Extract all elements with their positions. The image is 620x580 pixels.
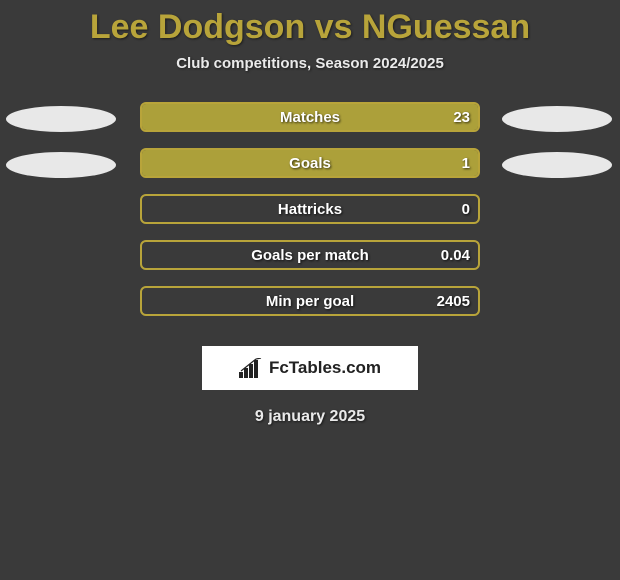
stat-label: Goals per match	[142, 247, 478, 264]
stat-value: 0.04	[441, 247, 470, 264]
player2-marker	[502, 152, 612, 178]
player2-marker	[502, 106, 612, 132]
stat-row: Min per goal2405	[0, 286, 620, 332]
page-title: Lee Dodgson vs NGuessan	[0, 0, 620, 47]
stat-bar: Goals per match0.04	[140, 240, 480, 270]
player1-marker	[6, 152, 116, 178]
stat-value: 23	[453, 109, 470, 126]
stat-bar: Hattricks0	[140, 194, 480, 224]
stat-label: Hattricks	[142, 201, 478, 218]
player1-marker	[6, 106, 116, 132]
stat-label: Goals	[142, 155, 478, 172]
stat-bar: Min per goal2405	[140, 286, 480, 316]
stat-value: 0	[462, 201, 470, 218]
logo-box: FcTables.com	[202, 346, 418, 390]
date-label: 9 january 2025	[0, 408, 620, 426]
stat-row: Matches23	[0, 102, 620, 148]
stat-row: Goals1	[0, 148, 620, 194]
stat-row: Hattricks0	[0, 194, 620, 240]
stat-bar: Matches23	[140, 102, 480, 132]
comparison-chart: Matches23 Goals1 Hattricks0 Goals per match…	[0, 102, 620, 332]
page-subtitle: Club competitions, Season 2024/2025	[0, 55, 620, 72]
stat-row: Goals per match0.04	[0, 240, 620, 286]
barchart-icon	[239, 358, 263, 378]
stat-label: Min per goal	[142, 293, 478, 310]
stat-value: 1	[462, 155, 470, 172]
stat-value: 2405	[437, 293, 470, 310]
stat-label: Matches	[142, 109, 478, 126]
stat-bar: Goals1	[140, 148, 480, 178]
logo-text: FcTables.com	[269, 358, 381, 378]
